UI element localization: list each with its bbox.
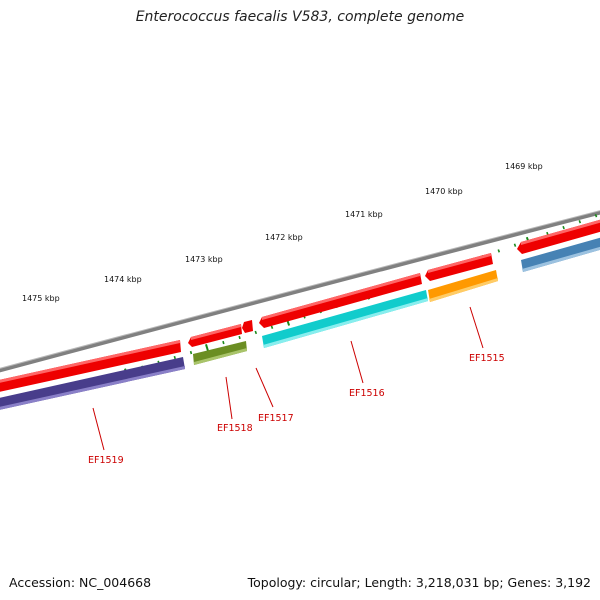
accession-text: Accession: NC_004668	[9, 575, 152, 590]
gene-label-ef1518: EF1518	[217, 423, 253, 434]
cds-feature-right-highlight	[521, 219, 600, 245]
leader-ef1519	[92, 407, 105, 451]
scale-label-1475: 1475 kbp	[22, 294, 60, 303]
genome-summary-text: Topology: circular; Length: 3,218,031 bp…	[247, 575, 591, 590]
gene-feature-ef1519-highlight	[0, 366, 185, 410]
scale-minor-tick	[270, 325, 274, 329]
genome-backbone	[0, 210, 600, 373]
cds-feature-ef1517	[242, 320, 253, 333]
cds-feature-ef1515-highlight	[428, 253, 491, 273]
cds-feature-left	[0, 340, 181, 392]
cds-track	[0, 219, 600, 392]
gene-feature-right-highlight	[522, 246, 600, 272]
gene-label-ef1515: EF1515	[469, 353, 505, 364]
scale-label-1473: 1473 kbp	[185, 255, 223, 264]
gene-feature-ef1515-highlight	[429, 278, 498, 302]
scale-minor-tick	[513, 243, 517, 247]
gene-feature-right	[521, 237, 600, 272]
scale-minor-tick	[497, 249, 501, 253]
scale-minor-tick	[238, 335, 241, 340]
scale-minor-tick	[254, 330, 258, 335]
gene-track	[0, 237, 600, 410]
gene-feature-ef1518-highlight	[194, 348, 247, 365]
scale-minor-tick	[578, 220, 582, 224]
cds-feature-ef1516-highlight	[262, 273, 420, 320]
scale-minor-tick	[173, 355, 176, 360]
scale-label-1474: 1474 kbp	[104, 275, 142, 284]
scale-minor-tick	[562, 225, 565, 230]
scale-label-1471: 1471 kbp	[345, 210, 383, 219]
leader-ef1516	[350, 340, 364, 384]
scale-minor-tick	[546, 231, 549, 236]
scale-major-tick	[205, 344, 209, 352]
scale-label-1472: 1472 kbp	[265, 233, 303, 242]
scale-label-1470: 1470 kbp	[425, 187, 463, 196]
scale-minor-tick	[189, 350, 193, 355]
gene-label-ef1516: EF1516	[349, 388, 385, 399]
scale-minor-tick	[222, 340, 225, 345]
leader-ef1517	[255, 367, 274, 408]
cds-feature-left-highlight	[0, 340, 180, 383]
gene-label-ef1517: EF1517	[258, 413, 294, 424]
gene-label-ef1519: EF1519	[88, 455, 124, 466]
cds-feature-ef1518-highlight	[191, 324, 241, 340]
gene-label-leaders	[92, 306, 484, 451]
map-title: Enterococcus faecalis V583, complete gen…	[135, 9, 465, 25]
leader-ef1518	[225, 376, 233, 420]
genome-backbone-highlight	[0, 210, 600, 369]
leader-ef1515	[469, 306, 484, 349]
scale-minor-tick	[594, 214, 598, 218]
scale-label-1469: 1469 kbp	[505, 162, 543, 171]
gene-feature-ef1516-highlight	[263, 298, 428, 348]
